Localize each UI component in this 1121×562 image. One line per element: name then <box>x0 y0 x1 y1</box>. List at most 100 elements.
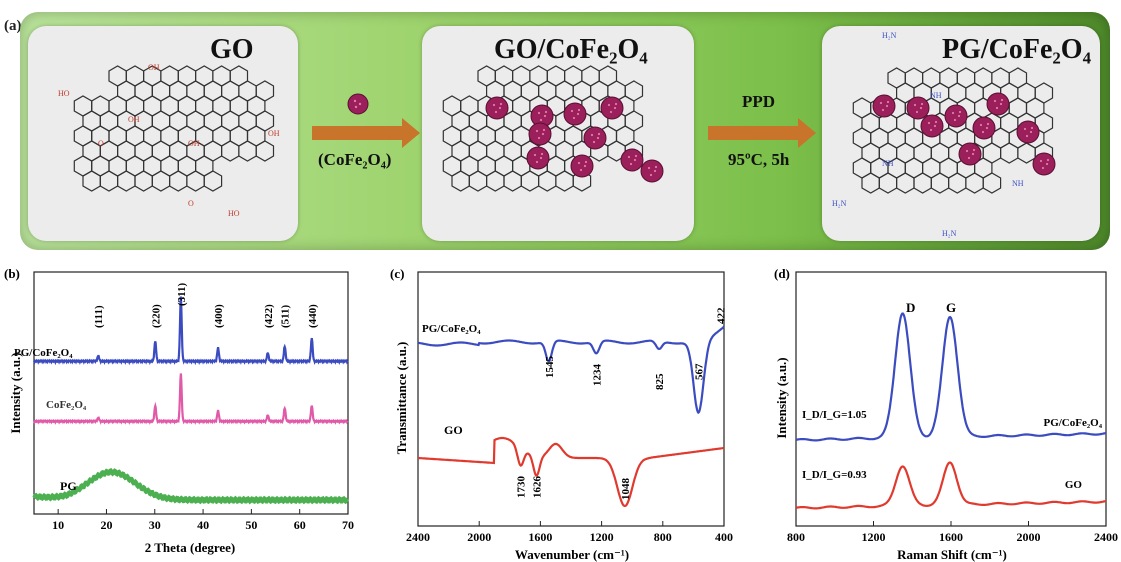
nanoparticle-texture <box>986 122 990 126</box>
nanoparticle-texture <box>971 152 975 156</box>
nanoparticle-texture <box>537 111 541 115</box>
ftir-series-line <box>418 436 725 508</box>
nanoparticle-texture <box>879 101 883 105</box>
nanoparticle-texture <box>927 121 931 125</box>
nanoparticle-texture <box>597 132 601 136</box>
nanoparticle-texture <box>539 118 543 122</box>
amine-group-label: H₂N <box>882 31 897 40</box>
raman-chart: (d) 800 1200 1600 2000 2400 Raman Shift (cm⁻… <box>774 266 1118 562</box>
hexagon-ring <box>861 172 880 194</box>
hexagon-ring <box>203 170 223 192</box>
ftir-x-tick-label: 800 <box>654 530 672 544</box>
go-cofe2o4-title: GO/CoFe₂O₄ <box>494 34 648 65</box>
xrd-plane-label: (440) <box>307 304 319 328</box>
nanoparticle-texture <box>576 112 580 116</box>
hexagon-ring <box>468 170 488 192</box>
nanoparticle-texture <box>1023 127 1027 131</box>
raman-x-tick-label: 1600 <box>939 530 963 544</box>
hexagon-ring <box>169 170 188 192</box>
hexagon-ring <box>238 140 257 162</box>
xrd-plane-label: (311) <box>176 282 188 306</box>
nanoparticle-texture <box>584 160 588 164</box>
nanoparticle-texture <box>881 108 885 112</box>
functional-group-label: OH <box>268 129 280 138</box>
cofe2o4-nanoparticle <box>640 159 664 183</box>
xrd-series-line <box>32 373 349 425</box>
panel-a-letter: (a) <box>4 18 22 34</box>
nanoparticle-texture <box>979 123 983 127</box>
nanoparticle-texture <box>572 116 576 120</box>
xrd-series-line <box>32 296 349 366</box>
pg-cofe2o4-title: PG/CoFe₂O₄ <box>942 34 1091 65</box>
cofe2o4-nanoparticle <box>1016 120 1040 144</box>
nanoparticle-texture <box>544 110 548 114</box>
pg-cofe2o4-card: PG/CoFe₂O₄ H₂N H₂N H₂N NH NH NH <box>822 26 1100 241</box>
panel-c-letter: (c) <box>390 266 404 281</box>
nanoparticle-texture <box>953 118 957 122</box>
ftir-label-go: GO <box>444 423 463 437</box>
xrd-plane-label: (111) <box>93 305 105 328</box>
amine-group-label: NH <box>1012 179 1024 188</box>
hexagon-ring <box>99 170 119 192</box>
nanoparticle-texture <box>981 130 985 134</box>
nanoparticle-texture <box>995 106 999 110</box>
nanoparticle-texture <box>540 152 544 156</box>
xrd-x-tick-label: 70 <box>342 518 354 532</box>
nanoparticle-texture <box>1000 98 1004 102</box>
functional-group-label: OH <box>188 139 200 148</box>
xrd-plane-label: (400) <box>213 304 225 328</box>
xrd-series-line <box>32 468 350 505</box>
nanoparticle-texture <box>886 100 890 104</box>
panel-b-letter: (b) <box>4 266 20 281</box>
hexagon-ring <box>485 170 505 192</box>
raman-x-tick-label: 2000 <box>1017 530 1041 544</box>
nanoparticle-texture <box>634 154 638 158</box>
nanoparticle-texture <box>919 106 923 110</box>
ftir-peak-label: 825 <box>654 373 666 390</box>
xrd-plane-label: (422) <box>263 304 275 328</box>
nanoparticle-texture <box>654 165 658 169</box>
xrd-chart: (b) 10 20 30 40 50 60 70 (111) (220) (311) (400) (… <box>4 266 354 555</box>
cofe2o4-nanoparticle <box>1032 152 1056 176</box>
nanoparticle-texture <box>541 132 545 136</box>
hexagon-ring <box>82 170 101 192</box>
cofe2o4-nanoparticle <box>986 92 1010 116</box>
xrd-xlabel: 2 Theta (degree) <box>145 540 236 555</box>
nanoparticle-texture <box>629 162 633 166</box>
raman-ratio-go: I_D/I_G=0.93 <box>802 469 867 481</box>
hexagon-ring <box>255 140 275 162</box>
nanoparticle-texture <box>972 148 976 152</box>
ftir-x-tick-label: 2400 <box>406 530 430 544</box>
nanoparticle-texture <box>492 103 496 107</box>
nanoparticle-texture <box>614 102 618 106</box>
hexagon-ring <box>186 170 205 192</box>
nanoparticle-texture <box>1039 159 1043 163</box>
nanoparticle-texture <box>957 114 961 118</box>
cofe2o4-nanoparticle <box>570 154 594 178</box>
nanoparticle-texture <box>543 114 547 118</box>
nanoparticle-texture <box>533 153 537 157</box>
ftir-x-tick-label: 2000 <box>467 530 491 544</box>
nanoparticle-texture <box>933 124 937 128</box>
nanoparticle-texture <box>885 104 889 108</box>
xrd-x-tick-label: 60 <box>294 518 306 532</box>
raman-series-line <box>795 461 1107 510</box>
go-structure: HO OH OH OH OH HO O O <box>58 63 280 218</box>
functional-group-label: HO <box>228 209 240 218</box>
ftir-peak-label: 1048 <box>620 478 632 501</box>
go-cofe2o4-structure <box>442 65 664 192</box>
nanoparticle-texture <box>647 166 651 170</box>
raman-ratio-pg: I_D/I_G=1.05 <box>802 409 867 421</box>
ftir-frame <box>417 271 725 527</box>
nanoparticle-texture <box>609 110 613 114</box>
hexagon-ring <box>116 170 136 192</box>
ftir-label-pg-cofe2o4: PG/CoFe₂O₄ <box>422 323 481 335</box>
cofe2o4-nanoparticle-icon <box>347 93 369 115</box>
hexagon-ring <box>221 140 240 162</box>
panel-d-letter: (d) <box>774 266 790 281</box>
hexagon-ring <box>503 170 522 192</box>
nanoparticle-texture <box>999 102 1003 106</box>
xrd-plane-label: (511) <box>280 304 292 328</box>
raman-xlabel: Raman Shift (cm⁻¹) <box>897 547 1007 562</box>
hexagon-ring <box>878 172 898 194</box>
